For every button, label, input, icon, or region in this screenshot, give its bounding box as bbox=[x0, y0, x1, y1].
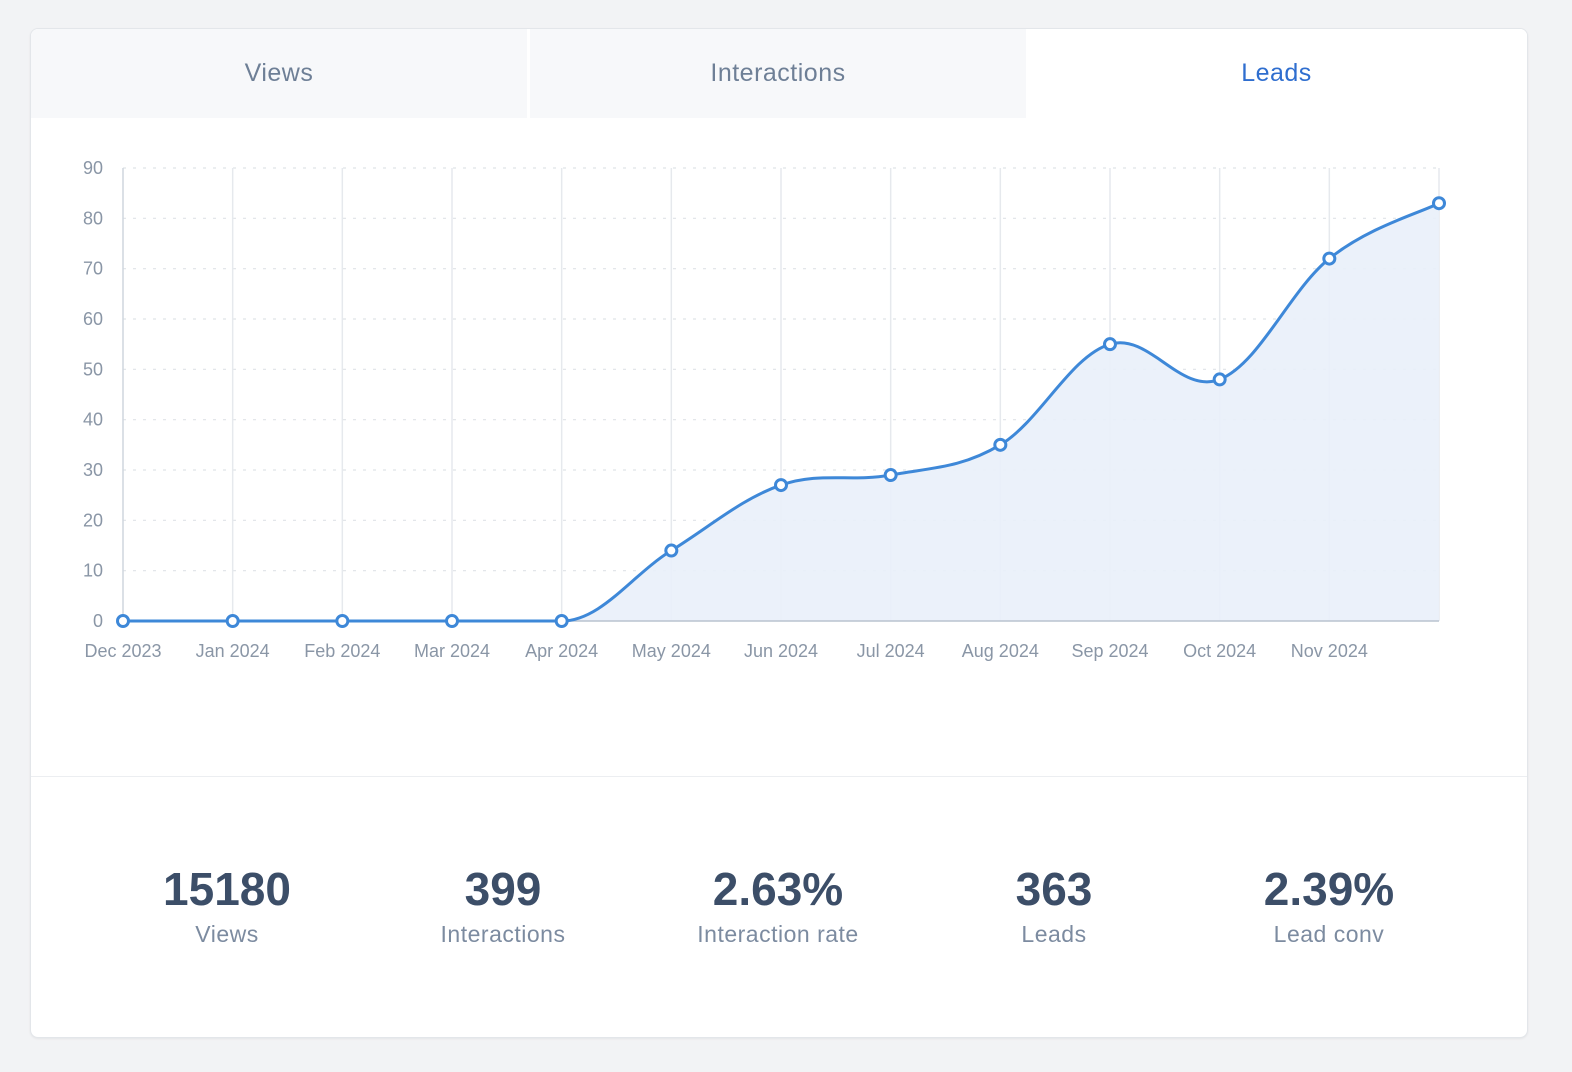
stat-lead-conv-label: Lead conv bbox=[1273, 921, 1385, 947]
stat-interactions-label: Interactions bbox=[440, 921, 566, 947]
x-tick-label: Nov 2024 bbox=[1291, 641, 1368, 661]
stat-interactions: 399 Interactions bbox=[373, 863, 633, 948]
x-tick-label: May 2024 bbox=[632, 641, 711, 661]
y-tick-label: 0 bbox=[93, 611, 103, 631]
x-tick-label: Mar 2024 bbox=[414, 641, 490, 661]
y-tick-label: 20 bbox=[83, 510, 103, 530]
x-tick-label: Jul 2024 bbox=[857, 641, 925, 661]
data-point-0 bbox=[116, 614, 130, 628]
leads-area bbox=[123, 203, 1439, 621]
data-point-2 bbox=[335, 614, 350, 628]
stat-views-label: Views bbox=[195, 921, 259, 947]
y-tick-label: 50 bbox=[83, 359, 103, 379]
tab-bar: Views Interactions Leads bbox=[31, 29, 1527, 118]
y-tick-label: 30 bbox=[83, 460, 103, 480]
data-point-6 bbox=[774, 478, 788, 493]
y-tick-label: 40 bbox=[83, 410, 103, 430]
x-tick-label: Oct 2024 bbox=[1183, 641, 1256, 661]
divider bbox=[31, 776, 1527, 777]
leads-line bbox=[123, 201, 1440, 623]
x-tick-label: Sep 2024 bbox=[1071, 641, 1148, 661]
data-point-12 bbox=[1432, 196, 1446, 211]
y-tick-label: 10 bbox=[83, 561, 103, 581]
analytics-card: Views Interactions Leads 0 10 20 30 40 50 60 70… bbox=[30, 28, 1528, 1038]
stat-leads-label: Leads bbox=[1021, 921, 1087, 947]
data-point-8 bbox=[993, 437, 1008, 452]
data-point-9 bbox=[1103, 337, 1117, 352]
tab-interactions[interactable]: Interactions bbox=[528, 29, 1026, 118]
tab-views[interactable]: Views bbox=[31, 29, 528, 118]
y-tick-label: 90 bbox=[83, 158, 103, 178]
leads-chart-svg: 0 10 20 30 40 50 60 70 80 90 Dec 2023 Jan 2024 Feb 2… bbox=[83, 158, 1446, 661]
stat-interaction-rate-label: Interaction rate bbox=[697, 921, 859, 947]
data-point-5 bbox=[664, 543, 679, 558]
x-tick-label: Feb 2024 bbox=[304, 641, 380, 661]
data-point-10 bbox=[1212, 372, 1227, 387]
y-tick-label: 70 bbox=[83, 259, 103, 279]
x-tick-label: Jan 2024 bbox=[196, 641, 270, 661]
stat-interaction-rate-value: 2.63% bbox=[712, 863, 844, 915]
y-tick-label: 80 bbox=[83, 208, 103, 228]
stat-views-value: 15180 bbox=[163, 863, 291, 915]
data-point-7 bbox=[883, 468, 898, 483]
stat-lead-conv-value: 2.39% bbox=[1263, 863, 1395, 915]
tab-leads[interactable]: Leads bbox=[1026, 29, 1527, 118]
stat-interactions-value: 399 bbox=[464, 863, 542, 915]
stat-lead-conv: 2.39% Lead conv bbox=[1199, 863, 1459, 948]
stat-leads-value: 363 bbox=[1015, 863, 1093, 915]
x-tick-label: Aug 2024 bbox=[962, 641, 1039, 661]
stat-interaction-rate: 2.63% Interaction rate bbox=[648, 863, 908, 948]
x-tick-label: Jun 2024 bbox=[744, 641, 818, 661]
stat-leads: 363 Leads bbox=[924, 863, 1184, 948]
data-point-1 bbox=[225, 614, 240, 628]
x-tick-label: Dec 2023 bbox=[84, 641, 161, 661]
data-point-4 bbox=[554, 614, 569, 628]
y-tick-label: 60 bbox=[83, 309, 103, 329]
data-point-11 bbox=[1322, 251, 1337, 266]
stat-views: 15180 Views bbox=[97, 863, 357, 948]
leads-chart: 0 10 20 30 40 50 60 70 80 90 Dec 2023 Jan 2024 Feb 2… bbox=[31, 118, 1527, 776]
data-point-3 bbox=[445, 614, 459, 628]
x-tick-label: Apr 2024 bbox=[525, 641, 598, 661]
stats-row: 15180 Views 399 Interactions 2.63% Inter… bbox=[31, 777, 1527, 1037]
